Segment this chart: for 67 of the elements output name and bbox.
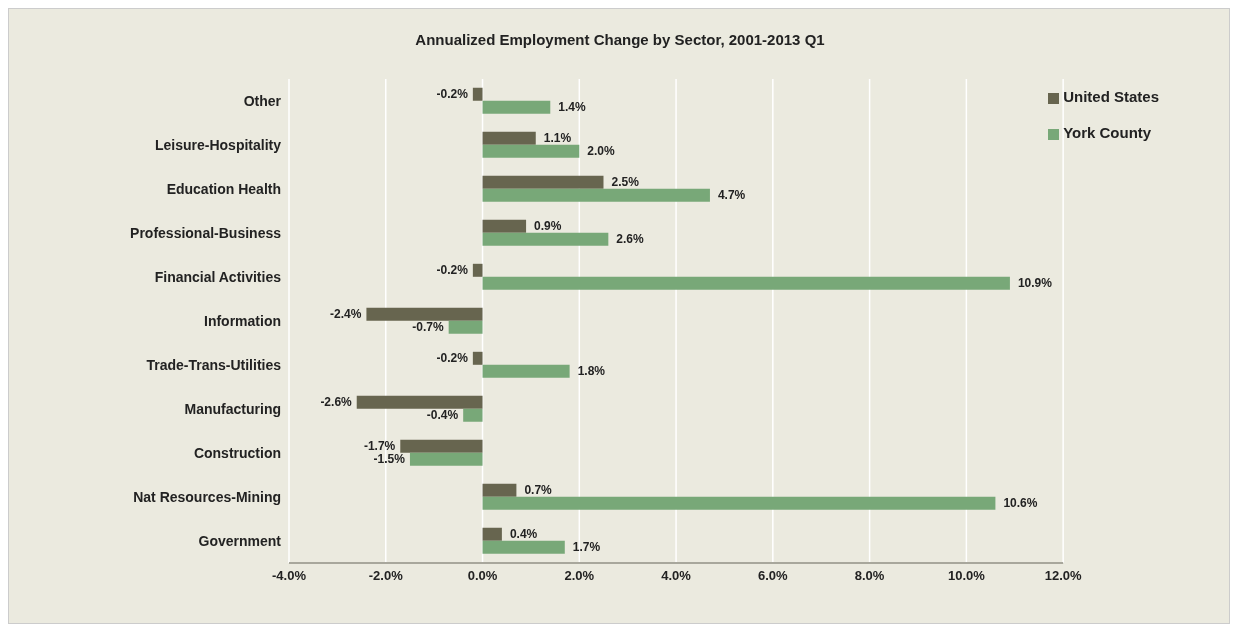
legend-label: York County <box>1063 124 1152 141</box>
legend-label: United States <box>1063 88 1159 105</box>
data-label: 0.9% <box>534 219 562 234</box>
data-label: -1.7% <box>363 439 396 454</box>
bar <box>463 408 483 422</box>
data-label: 2.0% <box>587 144 615 159</box>
x-tick-label: 0.0% <box>467 568 498 584</box>
x-tick-label: 8.0% <box>854 568 885 584</box>
data-label: 0.4% <box>509 527 538 542</box>
y-tick-label: Construction <box>193 444 281 461</box>
x-tick-label: 12.0% <box>1044 568 1082 584</box>
bar <box>482 232 609 246</box>
data-label: -0.2% <box>436 263 469 278</box>
y-tick-label: Education Health <box>166 180 281 197</box>
bar <box>482 144 580 158</box>
data-label: -0.7% <box>412 320 444 335</box>
y-tick-label: Leisure-Hospitality <box>154 136 282 153</box>
bar <box>482 175 604 189</box>
bar <box>482 483 517 497</box>
x-tick-label: 10.0% <box>947 568 986 584</box>
data-label: 0.7% <box>524 483 553 498</box>
y-tick-label: Manufacturing <box>184 400 281 417</box>
x-tick-label: 6.0% <box>758 568 789 584</box>
data-label: -2.4% <box>330 307 362 322</box>
bar <box>482 364 570 378</box>
y-tick-label: Professional-Business <box>130 224 282 241</box>
y-tick-label: Nat Resources-Mining <box>133 488 281 505</box>
bar <box>409 452 483 466</box>
data-label: 2.6% <box>616 232 645 247</box>
y-tick-label: Information <box>204 312 281 329</box>
bar <box>400 439 483 453</box>
data-label: -0.2% <box>436 351 469 366</box>
bar <box>482 496 996 510</box>
x-tick-label: 2.0% <box>564 568 595 584</box>
y-tick-label: Trade-Trans-Utilities <box>146 356 282 373</box>
x-tick-label: 4.0% <box>661 568 692 584</box>
bar <box>472 351 483 365</box>
data-label: 1.4% <box>558 100 586 115</box>
bar <box>356 395 483 409</box>
data-label: -0.4% <box>426 408 459 423</box>
bar <box>366 307 483 321</box>
bar <box>482 276 1010 290</box>
bar <box>482 527 502 541</box>
data-label: -0.2% <box>436 87 469 102</box>
bar <box>482 100 551 114</box>
x-tick-label: -4.0% <box>272 568 307 584</box>
chart-title: Annualized Employment Change by Sector, 2001-2013 Q1 <box>414 31 826 48</box>
data-label: -1.5% <box>373 452 406 467</box>
bar <box>482 188 710 202</box>
bar <box>472 87 483 101</box>
bar <box>472 263 483 277</box>
data-label: 1.7% <box>572 540 601 555</box>
bar <box>482 540 565 554</box>
data-label: 1.1% <box>543 131 572 146</box>
data-label: 2.5% <box>611 175 640 190</box>
y-tick-label: Other <box>243 92 282 109</box>
bar <box>482 219 527 233</box>
bar <box>482 131 536 145</box>
y-tick-label: Financial Activities <box>154 268 282 285</box>
data-label: 1.8% <box>577 364 606 379</box>
y-tick-label: Government <box>198 532 282 549</box>
data-label: 10.6% <box>1003 496 1038 511</box>
x-tick-label: -2.0% <box>368 568 404 584</box>
data-label: -2.6% <box>320 395 353 410</box>
data-label: 4.7% <box>717 188 746 203</box>
data-label: 10.9% <box>1017 276 1053 291</box>
bar <box>448 320 483 334</box>
